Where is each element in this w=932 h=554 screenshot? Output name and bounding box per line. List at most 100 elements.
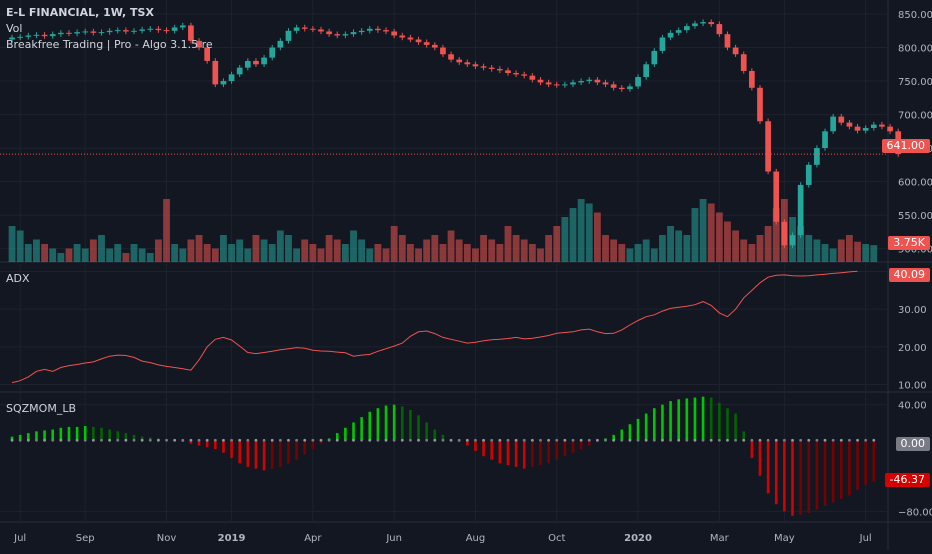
candle-body <box>643 64 650 78</box>
candle-body <box>464 62 471 65</box>
candle-body <box>488 67 495 69</box>
volume-bar <box>24 244 32 262</box>
sqz-bar <box>83 426 87 441</box>
sqz-bar <box>222 440 225 453</box>
candle-body <box>749 71 755 88</box>
sqz-dot <box>530 438 534 442</box>
sqz-bar <box>718 402 721 441</box>
sqz-dot <box>620 438 624 442</box>
sqz-bar <box>287 440 290 464</box>
sqz-bar <box>823 440 827 506</box>
sqz-bar <box>59 427 63 441</box>
volume-bar <box>325 235 333 262</box>
volume-bar <box>423 239 431 262</box>
price-tick-label: 700.00 <box>898 111 932 122</box>
x-tick-label: 2019 <box>218 533 246 544</box>
candle-body <box>391 31 398 36</box>
volume-bar <box>846 235 853 262</box>
candle-body <box>90 31 97 33</box>
sqz-dot <box>685 438 689 442</box>
sqz-dot <box>856 438 859 442</box>
sqz-dot <box>782 438 786 442</box>
sqz-dot <box>156 438 160 442</box>
sqz-dot <box>140 438 144 442</box>
candle-body <box>789 235 796 246</box>
sqz-bar <box>685 398 689 441</box>
symbol-label: E-L FINANCIAL, 1W, TSX <box>6 6 154 19</box>
candle-body <box>415 39 422 43</box>
sqz-dot <box>717 438 721 442</box>
volume-bar <box>691 208 699 262</box>
candle-body <box>870 124 877 128</box>
candle-body <box>578 81 584 83</box>
volume-bar <box>699 199 707 262</box>
candle-body <box>310 28 316 30</box>
volume-bar <box>455 239 463 262</box>
sqz-bar <box>197 440 201 446</box>
sqz-dot <box>246 438 250 442</box>
volume-bar <box>187 239 195 262</box>
volume-bar <box>862 244 870 262</box>
sqz-dot <box>872 438 876 442</box>
volume-bar <box>81 248 89 262</box>
volume-bar <box>211 248 219 262</box>
sqz-dot <box>547 438 551 442</box>
candle-body <box>724 34 731 48</box>
adx-badge: 40.09 <box>888 268 930 282</box>
candle-body <box>220 81 227 85</box>
candle-body <box>521 74 528 76</box>
sqz-bar <box>51 429 55 441</box>
volume-bar <box>260 239 268 262</box>
volume-bar <box>301 239 309 262</box>
volume-bar <box>829 248 837 262</box>
volume-bar <box>146 253 154 262</box>
x-tick-label: Oct <box>548 533 565 544</box>
candle-body <box>114 30 121 32</box>
sqz-bar <box>701 396 705 441</box>
volume-bar <box>626 248 634 262</box>
sqz-dot <box>791 438 794 442</box>
volume-bar <box>634 244 642 262</box>
candle-body <box>537 79 544 83</box>
sqz-bar <box>67 426 71 441</box>
sqz-bar <box>10 436 14 441</box>
candle-body <box>188 25 194 41</box>
sqz-bar <box>709 397 713 441</box>
candle-body <box>505 70 511 74</box>
sqz-bar <box>669 401 672 441</box>
sqz-dot <box>335 438 339 442</box>
volume-bar <box>756 235 764 262</box>
sqz-dot <box>742 438 746 442</box>
sqz-dot <box>384 438 388 442</box>
sqz-dot <box>669 438 672 442</box>
sqz-bar <box>43 430 46 441</box>
sqz-dot <box>490 438 494 442</box>
sqz-bar <box>628 424 632 441</box>
volume-bar <box>561 217 569 262</box>
sqz-bar <box>417 415 420 441</box>
sqz-dot <box>449 438 453 442</box>
sqz-bar <box>335 433 339 441</box>
candle-body <box>659 37 666 51</box>
sqz-dot <box>701 438 705 442</box>
volume-bar <box>528 244 536 262</box>
candle-body <box>740 54 747 72</box>
sqz-dot <box>108 438 112 442</box>
volume-bar <box>154 239 162 262</box>
sqz-bar <box>774 440 778 505</box>
sqz-dot <box>295 438 299 442</box>
volume-bar <box>228 244 235 262</box>
candle-body <box>854 126 861 131</box>
sqz-bar <box>230 440 233 458</box>
volume-bar <box>715 212 723 262</box>
sqz-dot <box>815 438 819 442</box>
sqz-bar <box>295 440 298 460</box>
volume-bar <box>220 235 227 262</box>
volume-bar <box>854 241 861 262</box>
candle-body <box>700 22 706 24</box>
candle-body <box>366 28 373 31</box>
candle-body <box>98 32 105 34</box>
volume-bar <box>374 244 382 262</box>
